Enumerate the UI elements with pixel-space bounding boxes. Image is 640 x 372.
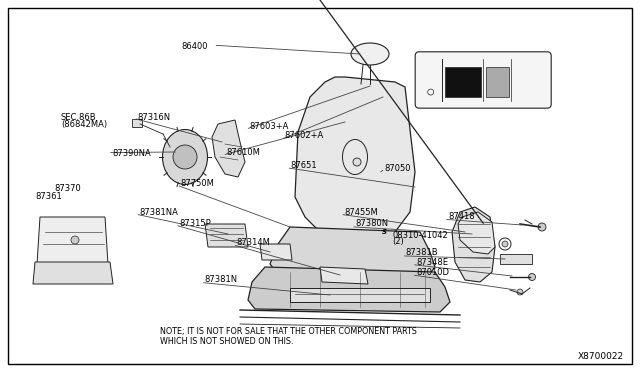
Text: 87418: 87418 bbox=[448, 212, 475, 221]
Ellipse shape bbox=[163, 129, 207, 185]
Text: X8700022: X8700022 bbox=[578, 352, 624, 361]
Text: 87316N: 87316N bbox=[138, 113, 171, 122]
Polygon shape bbox=[248, 267, 450, 312]
Circle shape bbox=[361, 82, 365, 86]
Polygon shape bbox=[452, 207, 495, 282]
Text: 87361: 87361 bbox=[35, 192, 62, 201]
Polygon shape bbox=[205, 224, 248, 247]
Polygon shape bbox=[260, 244, 292, 260]
Circle shape bbox=[368, 82, 372, 86]
Circle shape bbox=[353, 158, 361, 166]
Text: 87381B: 87381B bbox=[406, 248, 438, 257]
Bar bbox=[486, 67, 509, 97]
Text: 87651: 87651 bbox=[290, 161, 317, 170]
Circle shape bbox=[499, 238, 511, 250]
Bar bbox=[500, 254, 532, 264]
Text: 87381NA: 87381NA bbox=[140, 208, 179, 217]
Bar bbox=[290, 288, 430, 302]
Polygon shape bbox=[320, 267, 368, 284]
Text: (2): (2) bbox=[392, 237, 404, 246]
Text: (86842MA): (86842MA) bbox=[61, 120, 107, 129]
Text: 87315P: 87315P bbox=[179, 219, 211, 228]
Text: 87370: 87370 bbox=[54, 184, 81, 193]
Circle shape bbox=[71, 236, 79, 244]
Circle shape bbox=[502, 241, 508, 247]
Polygon shape bbox=[212, 120, 245, 177]
Circle shape bbox=[173, 145, 197, 169]
FancyBboxPatch shape bbox=[415, 52, 551, 108]
Text: 08310-41042: 08310-41042 bbox=[392, 231, 448, 240]
Text: 87381N: 87381N bbox=[205, 275, 238, 284]
Text: 87010D: 87010D bbox=[416, 268, 449, 277]
Text: S: S bbox=[381, 230, 387, 235]
Text: 87050: 87050 bbox=[384, 164, 410, 173]
Text: WHICH IS NOT SHOWED ON THIS.: WHICH IS NOT SHOWED ON THIS. bbox=[160, 337, 294, 346]
Polygon shape bbox=[295, 77, 415, 237]
Text: SEC.86B: SEC.86B bbox=[61, 113, 97, 122]
Circle shape bbox=[529, 273, 536, 280]
Text: 87314M: 87314M bbox=[237, 238, 271, 247]
Bar bbox=[445, 67, 481, 97]
Text: 87750M: 87750M bbox=[180, 179, 214, 188]
Circle shape bbox=[538, 223, 546, 231]
Polygon shape bbox=[37, 217, 108, 264]
Polygon shape bbox=[33, 262, 113, 284]
Circle shape bbox=[517, 289, 523, 295]
Polygon shape bbox=[458, 212, 495, 254]
Text: 87610M: 87610M bbox=[226, 148, 260, 157]
Text: 87602+A: 87602+A bbox=[285, 131, 324, 140]
Text: 87390NA: 87390NA bbox=[112, 149, 151, 158]
Ellipse shape bbox=[351, 43, 389, 65]
Text: 87348E: 87348E bbox=[416, 258, 448, 267]
Text: 86400: 86400 bbox=[182, 42, 208, 51]
Text: NOTE; IT IS NOT FOR SALE THAT THE OTHER COMPONENT PARTS: NOTE; IT IS NOT FOR SALE THAT THE OTHER … bbox=[160, 327, 417, 336]
Polygon shape bbox=[270, 227, 435, 280]
Bar bbox=[132, 119, 142, 127]
Text: 87380N: 87380N bbox=[355, 219, 388, 228]
Text: 87455M: 87455M bbox=[344, 208, 378, 217]
Text: 87603+A: 87603+A bbox=[250, 122, 289, 131]
